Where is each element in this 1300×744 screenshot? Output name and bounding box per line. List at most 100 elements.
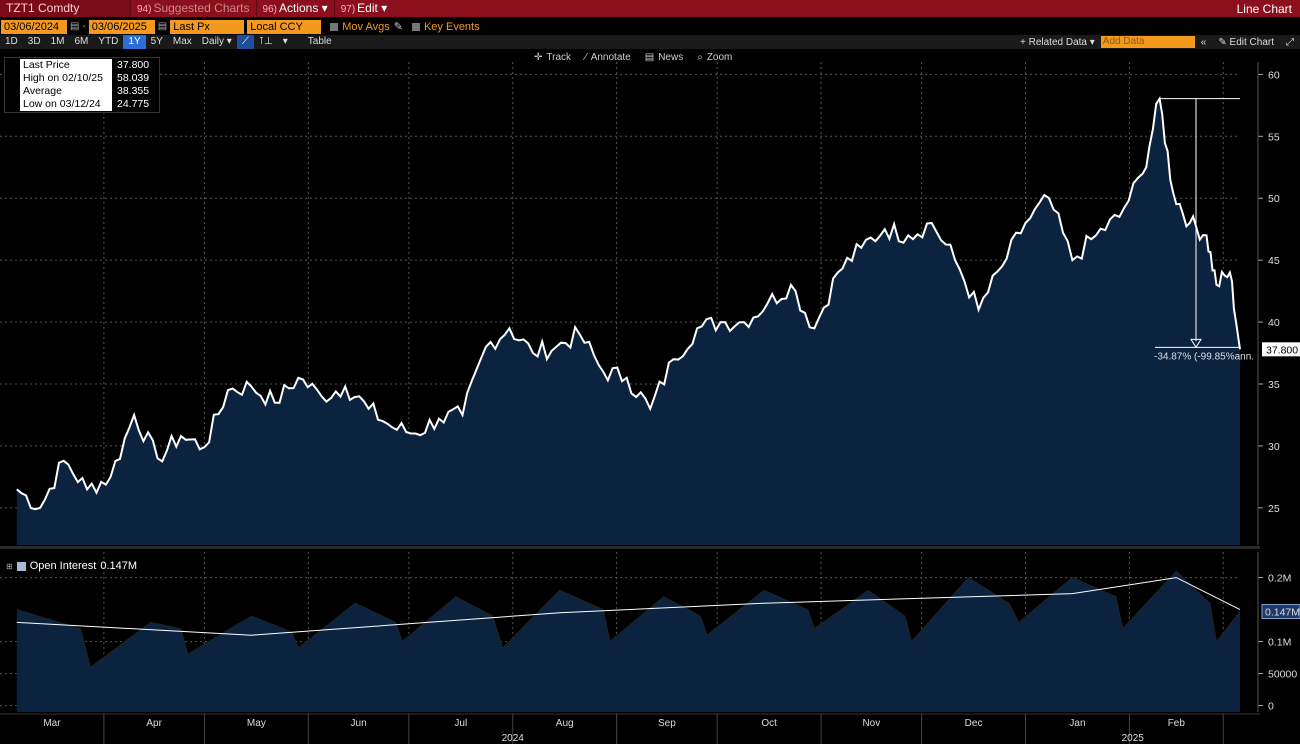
x-tick-label: Jul [454,718,467,729]
x-tick-label: Dec [965,718,983,729]
y-tick-label: 45 [1268,255,1280,267]
period-1y[interactable]: 1Y [123,35,146,49]
x-tick-label: Mar [43,718,61,729]
y-tick-label: 40 [1268,317,1280,329]
actions-menu[interactable]: 96) Actions ▾ [255,0,334,17]
arrow-down-icon [1190,338,1202,349]
add-data-input[interactable]: Add Data [1100,36,1195,48]
chart-tools: ✛ Track ⁄ Annotate ▤ News ⌕ Zoom [534,50,732,64]
period-ytd[interactable]: YTD [98,36,119,47]
key-events-label: Key Events [423,20,480,33]
mov-avgs-toggle[interactable]: Mov Avgs ✎ [330,20,403,33]
x-year-label: 2025 [1122,733,1145,744]
y-tick-label: 35 [1268,379,1280,391]
frequency-select[interactable]: Daily ▾ [197,35,237,49]
open-interest-legend[interactable]: ⊞ Open Interest 0.147M [6,560,137,572]
line-chart-icon[interactable]: ⟋ [236,35,254,49]
ticker-field[interactable]: TZT1 Comdty [0,0,130,17]
x-tick-label: May [247,718,266,729]
suggested-charts-menu[interactable]: 94) Suggested Charts [130,0,256,17]
fullscreen-icon[interactable]: ⤢ [1286,36,1294,48]
open-interest-line[interactable] [16,570,1241,669]
y-tick-label: 0.1M [1268,637,1291,649]
actions-label: Actions [278,1,319,15]
period-max[interactable]: Max [172,36,192,47]
price-area [16,98,1241,545]
period-1m[interactable]: 1M [50,36,65,47]
calendar-icon[interactable]: ▤ [70,21,80,32]
annotate-tool[interactable]: ⁄ Annotate [585,50,631,64]
currency-select[interactable]: Local CCY [247,19,322,34]
period-1d[interactable]: 1D [5,36,18,47]
y-tick-label: 25 [1268,503,1280,515]
open-interest-series [16,570,1241,712]
price-field-select[interactable]: Last Px [170,19,245,34]
zoom-label: Zoom [706,51,733,63]
related-data-menu[interactable]: + Related Data ▾ [1019,36,1095,48]
x-tick-label: Apr [146,718,162,729]
actions-num: 96) [262,4,277,15]
annotate-label: Annotate [590,51,631,63]
period-5y[interactable]: 5Y [150,36,163,47]
change-annotation: -34.87% (-99.85%ann. [1154,351,1254,362]
key-events-toggle[interactable]: Key Events [411,20,480,33]
settings-bar: 03/06/2024 ▤ - 03/06/2025 ▤ Last Px Loca… [0,18,1300,35]
magnifier-icon: ⌕ [697,51,703,63]
checkbox-icon [330,22,339,31]
legend-average-label: Average [20,85,112,98]
legend-last-price[interactable]: Last Price 37.800 [8,59,156,72]
legend-low-value: 24.775 [117,98,150,110]
news-tool[interactable]: ▤ News [645,50,683,64]
y-tick-label: 0 [1268,701,1274,713]
candle-icon[interactable]: ⊺⊥ [258,36,273,47]
last-value-label: 37.800 [1266,344,1298,356]
mov-avgs-label: Mov Avgs [342,20,390,33]
x-tick-label: Oct [761,718,777,729]
calendar-icon[interactable]: ▤ [157,21,168,32]
edit-menu[interactable]: 97) Edit ▾ [333,0,394,17]
start-date-field[interactable]: 03/06/2024 [1,19,67,34]
chevron-down-icon: ▾ [321,1,328,15]
legend-high-label: High on 02/10/25 [20,72,112,85]
pencil-icon: ✎ [393,21,403,33]
expand-icon: ⊞ [6,561,13,571]
news-icon: ▤ [644,51,655,63]
oi-value: 0.147M [100,560,138,572]
crosshair-icon: ✛ [534,51,543,63]
y-tick-label: 30 [1268,441,1280,453]
x-tick-label: Nov [862,718,880,729]
period-6m[interactable]: 6M [74,36,89,47]
chart-type-title: Line Chart [1236,1,1292,16]
track-label: Track [546,51,572,63]
table-button[interactable]: Table [307,36,332,47]
period-3d[interactable]: 3D [27,36,41,47]
open-interest-average-line [16,577,1241,636]
track-tool[interactable]: ✛ Track [534,50,571,64]
price-line[interactable] [16,96,1241,511]
legend-high[interactable]: High on 02/10/25 58.039 [8,72,156,85]
legend-low[interactable]: Low on 03/12/24 24.775 [8,98,156,111]
x-tick-label: Aug [556,718,574,729]
end-date-field[interactable]: 03/06/2025 [88,19,155,34]
period-bar: 1D 3D 1M 6M YTD 1Y 5Y Max Daily ▾ ⟋ ⊺⊥ ▾… [0,35,1300,49]
suggested-num: 94) [137,4,152,15]
collapse-icon[interactable]: « [1200,36,1207,48]
x-year-label: 2024 [502,733,525,744]
related-data-label: Related Data [1028,36,1087,48]
edit-chart-button[interactable]: ✎ Edit Chart [1218,36,1274,48]
edit-label: Edit [357,1,378,15]
open-interest-area [16,571,1241,712]
panel-divider[interactable] [0,546,1260,549]
edit-num: 97) [340,4,356,15]
zoom-tool[interactable]: ⌕ Zoom [697,50,732,64]
price-legend: Last Price 37.800 High on 02/10/25 58.039 … [4,57,160,113]
legend-high-value: 58.039 [117,72,150,84]
x-tick-label: Jun [351,718,367,729]
price-series [16,96,1241,545]
chevron-down-icon[interactable]: ▾ [282,36,288,47]
legend-average[interactable]: Average 38.355 [8,85,156,98]
suggested-label: Suggested Charts [153,1,250,15]
series-swatch [16,561,26,571]
x-tick-label: Sep [658,718,676,729]
